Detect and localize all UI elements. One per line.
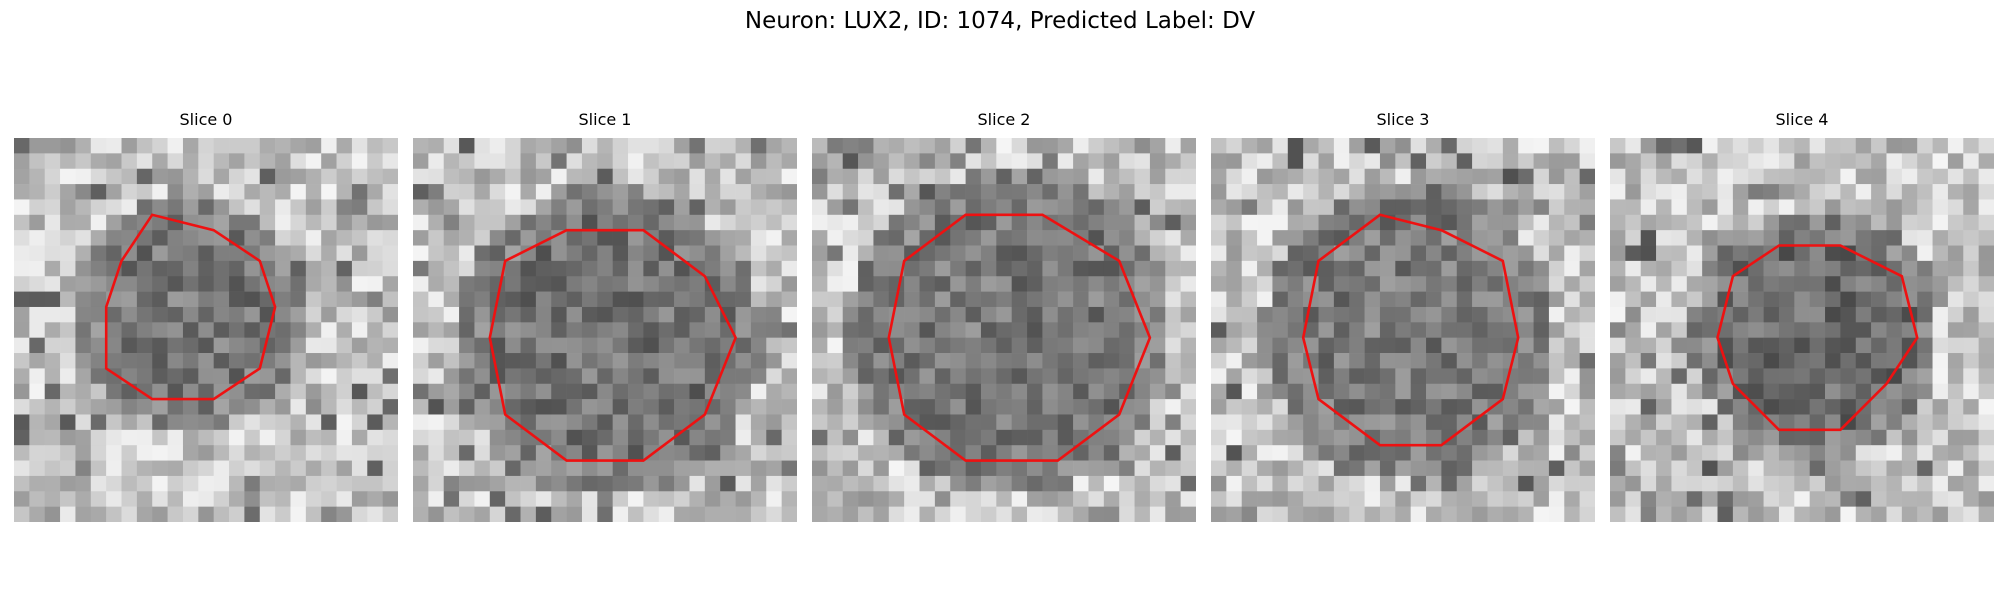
slice-panel-1: Slice 1 — [413, 108, 797, 522]
slice-image — [413, 138, 797, 522]
slice-title: Slice 3 — [1376, 110, 1430, 129]
slice-image — [1610, 138, 1994, 522]
slice-image — [1211, 138, 1595, 522]
slice-image — [14, 138, 398, 522]
cell-contour — [104, 213, 277, 401]
slice-panel-0: Slice 0 — [14, 108, 398, 522]
slice-title: Slice 4 — [1775, 110, 1829, 129]
slice-image — [812, 138, 1196, 522]
slice-panel-3: Slice 3 — [1211, 108, 1595, 522]
figure-title: Neuron: LUX2, ID: 1074, Predicted Label:… — [744, 8, 1256, 34]
cell-contour — [1716, 244, 1919, 432]
slice-title: Slice 0 — [179, 110, 233, 129]
cell-contour — [887, 213, 1152, 462]
slice-panel-2: Slice 2 — [812, 108, 1196, 522]
slice-title: Slice 1 — [578, 110, 632, 129]
cell-contour — [488, 228, 738, 462]
slice-panel-4: Slice 4 — [1610, 108, 1994, 522]
cell-contour — [1301, 213, 1520, 447]
slice-title: Slice 2 — [977, 110, 1031, 129]
